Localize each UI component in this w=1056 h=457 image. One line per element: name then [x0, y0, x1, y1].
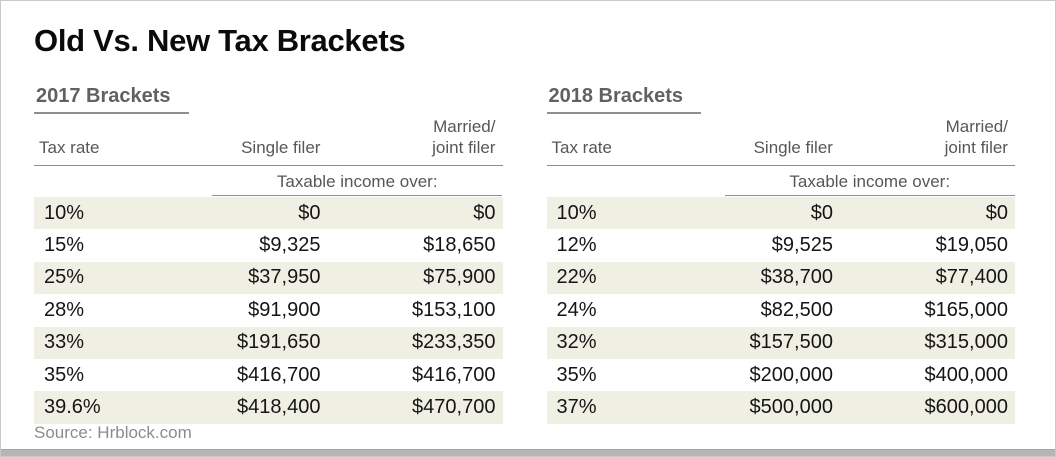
single-filer-cell: $82,500 — [760, 298, 833, 321]
tax-rate-cell: 35% — [556, 363, 597, 386]
tax-rate-cell: 25% — [44, 266, 85, 289]
single-filer-cell: $38,700 — [760, 266, 833, 289]
tax-rate-cell: 28% — [44, 298, 85, 321]
column-header-row: Tax rate Single filer Married/ joint fil… — [34, 116, 503, 166]
table-body: 10% $0 $0 12% $9,525 $19,050 22% $38,700… — [546, 197, 1016, 424]
married-filer-cell: $0 — [473, 201, 496, 224]
married-filer-cell: $315,000 — [924, 331, 1008, 354]
table-body: 10% $0 $0 15% $9,325 $18,650 25% $37,950… — [34, 197, 503, 424]
single-filer-cell: $200,000 — [749, 363, 833, 386]
single-filer-cell: $0 — [298, 201, 321, 224]
tax-rate-cell: 10% — [556, 201, 597, 224]
tax-rate-cell: 33% — [44, 331, 85, 354]
column-header-single-filer: Single filer — [753, 138, 833, 157]
subheader-spacer — [34, 166, 212, 196]
married-filer-cell: $0 — [985, 201, 1008, 224]
subheader-taxable-income-over: Taxable income over: — [212, 166, 503, 196]
section-heading-2017: 2017 Brackets — [34, 85, 189, 114]
table-row: 33% $191,650 $233,350 — [34, 326, 503, 359]
single-filer-cell: $416,700 — [237, 363, 321, 386]
single-filer-cell: $191,650 — [237, 331, 321, 354]
column-header-row: Tax rate Single filer Married/ joint fil… — [546, 116, 1015, 166]
table-row: 28% $91,900 $153,100 — [34, 294, 503, 326]
table-row: 39.6% $418,400 $470,700 — [34, 391, 503, 424]
tables-container: 2017 Brackets Tax rate Single filer Marr… — [1, 85, 1055, 424]
tax-rate-cell: 10% — [44, 201, 85, 224]
married-filer-cell: $19,050 — [935, 234, 1008, 257]
section-heading-2018: 2018 Brackets — [546, 85, 702, 114]
tax-rate-cell: 24% — [556, 298, 597, 321]
married-filer-cell: $77,400 — [935, 266, 1008, 289]
tax-rate-cell: 32% — [556, 331, 597, 354]
table-row: 32% $157,500 $315,000 — [546, 326, 1015, 359]
table-row: 12% $9,525 $19,050 — [547, 229, 1016, 261]
page-title: Old Vs. New Tax Brackets — [34, 23, 406, 58]
subheader-taxable-income-over: Taxable income over: — [724, 166, 1015, 196]
married-filer-cell: $18,650 — [423, 234, 496, 257]
single-filer-cell: $500,000 — [749, 396, 833, 419]
table-row: 24% $82,500 $165,000 — [547, 294, 1016, 326]
tax-rate-cell: 35% — [44, 363, 85, 386]
single-filer-cell: $9,525 — [771, 234, 833, 257]
married-filer-cell: $233,350 — [412, 331, 496, 354]
tax-rate-cell: 22% — [556, 266, 597, 289]
single-filer-cell: $0 — [810, 201, 833, 224]
married-filer-cell: $600,000 — [924, 396, 1008, 419]
married-filer-cell: $75,900 — [423, 266, 496, 289]
table-row: 37% $500,000 $600,000 — [546, 391, 1015, 424]
single-filer-cell: $37,950 — [248, 266, 321, 289]
table-row: 10% $0 $0 — [546, 197, 1015, 230]
table-row: 25% $37,950 $75,900 — [34, 261, 503, 295]
column-header-married-joint-filer: Married/ joint filer — [432, 117, 496, 157]
single-filer-cell: $157,500 — [749, 331, 833, 354]
table-row: 10% $0 $0 — [34, 197, 503, 230]
married-filer-cell: $400,000 — [924, 363, 1008, 386]
single-filer-cell: $91,900 — [248, 298, 321, 321]
tax-rate-cell: 15% — [44, 234, 85, 257]
column-header-tax-rate: Tax rate — [39, 138, 100, 157]
subheader-row: Taxable income over: — [547, 166, 1016, 196]
table-row: 15% $9,325 $18,650 — [34, 229, 503, 261]
table-row: 22% $38,700 $77,400 — [546, 261, 1015, 295]
subheader-spacer — [547, 166, 725, 196]
column-header-tax-rate: Tax rate — [551, 138, 612, 157]
column-header-single-filer: Single filer — [241, 138, 321, 157]
married-filer-cell: $416,700 — [412, 363, 496, 386]
married-filer-cell: $153,100 — [412, 298, 496, 321]
table-2018-brackets: 2018 Brackets Tax rate Single filer Marr… — [546, 85, 1016, 424]
table-2017-brackets: 2017 Brackets Tax rate Single filer Marr… — [34, 85, 503, 424]
column-header-married-joint-filer: Married/ joint filer — [944, 117, 1008, 157]
single-filer-cell: $418,400 — [237, 396, 321, 419]
tax-rate-cell: 39.6% — [44, 396, 101, 419]
source-attribution: Source: Hrblock.com — [34, 423, 192, 442]
subheader-row: Taxable income over: — [34, 166, 503, 196]
single-filer-cell: $9,325 — [259, 234, 321, 257]
married-filer-cell: $470,700 — [412, 396, 496, 419]
married-filer-cell: $165,000 — [924, 298, 1008, 321]
tax-rate-cell: 37% — [556, 396, 597, 419]
tax-rate-cell: 12% — [556, 234, 597, 257]
table-row: 35% $416,700 $416,700 — [34, 359, 503, 391]
table-row: 35% $200,000 $400,000 — [547, 359, 1016, 391]
footer-bar — [1, 449, 1055, 456]
